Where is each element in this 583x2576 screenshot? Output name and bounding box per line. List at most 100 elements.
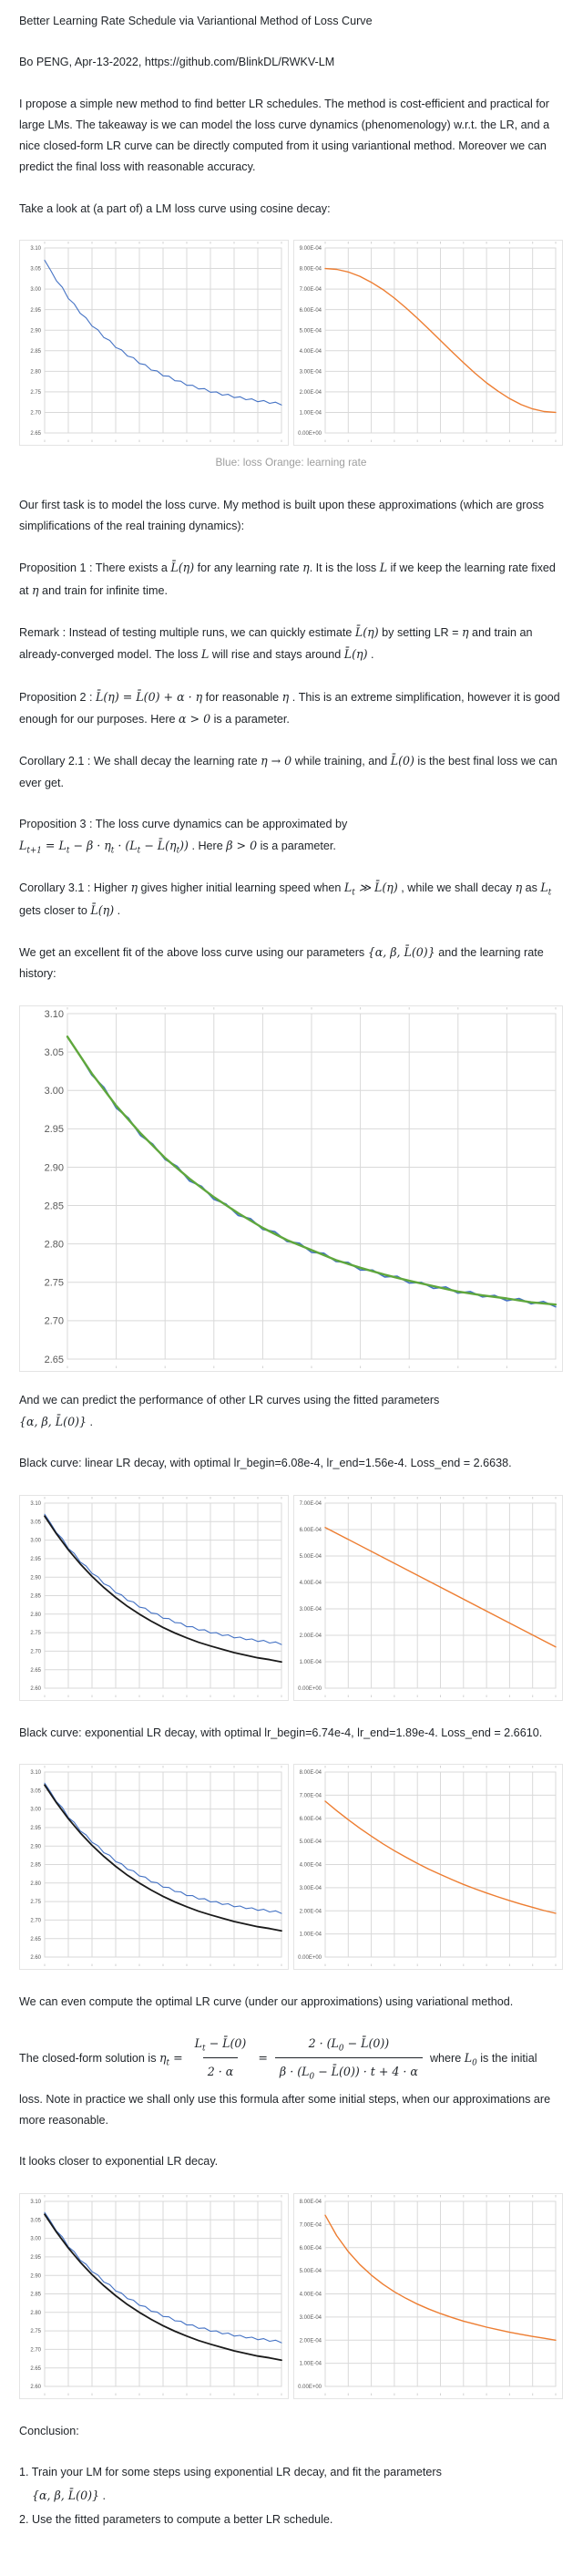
svg-text:2.70: 2.70	[45, 1315, 64, 1326]
chart-pair-cosine: 3.10 3.05 3.00 2.95 2.90 2.85 2.80 2.75 2.70 2.65…	[19, 240, 563, 447]
text-segment: by setting LR =	[378, 626, 462, 640]
math-segment: Lt+1	[19, 839, 42, 856]
svg-text:2.70: 2.70	[30, 1918, 41, 1923]
remark-paragraph: Remark : Instead of testing multiple run…	[19, 622, 563, 666]
math-segment: · (Lt	[114, 839, 141, 856]
lr-chart-cosine: 9.00E-04 8.00E-04 7.00E-04 6.00E-04 5.00E-04…	[294, 241, 562, 445]
svg-text:2.95: 2.95	[45, 1124, 64, 1135]
loss-chart-var-box: 3.10 3.05 3.00 2.95 2.90 2.85 2.80 2.75 2.70 2.65…	[19, 2192, 289, 2399]
first-task-paragraph: Our first task is to model the loss curv…	[19, 498, 545, 533]
math-segment: Lt	[343, 881, 355, 898]
text-segment: and train an already-converged model. Th…	[19, 626, 533, 662]
text-segment: . Here	[188, 840, 227, 853]
text-segment: if we keep the learning rate fixed at	[19, 562, 556, 597]
svg-text:2.80: 2.80	[30, 2311, 41, 2316]
loss-chart-linear: 3.10 3.05 3.00 2.95 2.90 2.85 2.80 2.75 2.70 2.65…	[20, 1496, 288, 1700]
compute-optimal-paragraph: We can even compute the optimal LR curve…	[19, 1994, 514, 2008]
text-segment: Proposition 2 :	[19, 690, 97, 704]
svg-text:3.10: 3.10	[30, 2200, 41, 2205]
svg-text:2.75: 2.75	[30, 1900, 41, 1905]
svg-text:3.00: 3.00	[30, 1538, 41, 1543]
chart-pair-linear: 3.10 3.05 3.00 2.95 2.90 2.85 2.80 2.75 2.70 2.65…	[19, 1494, 563, 1701]
svg-text:2.60: 2.60	[30, 1955, 41, 1961]
math-segment: L̄(η)	[354, 625, 379, 640]
math-segment: − L̄(0)) · t + 4 · α	[314, 2065, 418, 2079]
closed-form-formula: The closed-form solution is ηt = Lt − L̄…	[19, 2033, 563, 2084]
svg-text:0.00E+00: 0.00E+00	[298, 1686, 322, 1692]
text-segment: while training, and	[292, 755, 391, 768]
closed-form-paragraph: The closed-form solution is ηt = Lt − L̄…	[19, 2033, 563, 2131]
math-segment: L̄(η)	[170, 561, 195, 575]
svg-text:2.80: 2.80	[30, 370, 41, 376]
conclusion-item-2: 2. Use the fitted parameters to compute …	[19, 2512, 333, 2526]
svg-text:2.65: 2.65	[30, 431, 41, 437]
math-segment: L	[200, 647, 210, 662]
svg-text:3.05: 3.05	[45, 1047, 64, 1058]
svg-text:4.00E-04: 4.00E-04	[300, 349, 322, 355]
text-segment: for reasonable	[202, 690, 282, 704]
svg-text:2.00E-04: 2.00E-04	[300, 390, 322, 396]
svg-text:5.00E-04: 5.00E-04	[300, 1839, 322, 1845]
svg-text:4.00E-04: 4.00E-04	[300, 2292, 322, 2297]
math-segment: η	[32, 582, 39, 597]
svg-text:2.75: 2.75	[30, 2329, 41, 2334]
math-segment: − L̄(0))	[343, 2036, 390, 2051]
loss-chart-exp-box: 3.10 3.05 3.00 2.95 2.90 2.85 2.80 2.75 2.70 2.65…	[19, 1763, 289, 1970]
math-segment: η	[302, 561, 310, 575]
math-segment: {α, β, L̄(0)}	[367, 945, 435, 960]
loss-fit-big-chart-box: 3.10 3.05 3.00 2.95 2.90 2.85 2.80 2.75 2.70 2.65	[19, 1005, 563, 1372]
text-segment: and the learning rate history:	[19, 946, 544, 981]
lr-chart-exp-box: 8.00E-04 7.00E-04 6.00E-04 5.00E-04 4.00E-04…	[293, 1763, 563, 1970]
svg-text:3.00: 3.00	[30, 2236, 41, 2241]
svg-text:3.10: 3.10	[30, 246, 41, 252]
svg-text:2.95: 2.95	[30, 308, 41, 314]
text-segment: is a parameter.	[210, 712, 290, 726]
loss-chart-exp: 3.10 3.05 3.00 2.95 2.90 2.85 2.80 2.75 2.70 2.65…	[20, 1765, 288, 1969]
svg-text:3.00E-04: 3.00E-04	[300, 1607, 322, 1613]
text-segment: .	[99, 2489, 107, 2503]
closed-form-prefix: The closed-form solution is ηt =	[19, 2047, 183, 2069]
fraction-1-numerator: Lt − L̄(0)	[190, 2033, 251, 2057]
svg-text:1.00E-04: 1.00E-04	[300, 411, 322, 417]
svg-text:7.00E-04: 7.00E-04	[300, 1793, 322, 1798]
math-segment: − L̄(0)	[205, 2036, 247, 2051]
chart-caption: Blue: loss Orange: learning rate	[215, 456, 367, 469]
math-segment: β > 0	[226, 839, 258, 853]
svg-text:2.75: 2.75	[45, 1277, 64, 1288]
math-segment: α > 0	[179, 711, 211, 726]
svg-text:9.00E-04: 9.00E-04	[300, 246, 322, 252]
math-segment: ))	[179, 839, 189, 853]
text-segment: The closed-form solution is	[19, 2051, 159, 2065]
svg-text:2.75: 2.75	[30, 390, 41, 396]
fraction-2-numerator: 2 · (L0 − L̄(0))	[304, 2033, 394, 2057]
text-segment: will rise and stays around	[209, 648, 344, 662]
black-exp-paragraph: Black curve: exponential LR decay, with …	[19, 1726, 543, 1739]
svg-text:3.10: 3.10	[45, 1008, 64, 1019]
looks-closer-paragraph: It looks closer to exponential LR decay.	[19, 2155, 219, 2169]
svg-text:2.85: 2.85	[30, 349, 41, 355]
text-segment: We get an excellent fit of the above los…	[19, 946, 368, 960]
svg-text:3.00E-04: 3.00E-04	[300, 1886, 322, 1891]
text-segment: Proposition 1 : There exists a	[19, 562, 171, 575]
byline: Bo PENG, Apr-13-2022, https://github.com…	[19, 56, 335, 69]
math-segment: =	[169, 2050, 183, 2065]
svg-text:2.00E-04: 2.00E-04	[300, 2338, 322, 2344]
math-segment: ≫ L̄(η)	[354, 881, 398, 895]
text-segment: Corollary 3.1 : Higher	[19, 881, 131, 895]
math-segment: = Lt	[41, 839, 70, 856]
math-segment: η	[281, 689, 290, 704]
math-segment: − β · ηt	[69, 839, 115, 856]
chart-pair-exponential: 3.10 3.05 3.00 2.95 2.90 2.85 2.80 2.75 2.70 2.65…	[19, 1763, 563, 1970]
loss-chart-linear-box: 3.10 3.05 3.00 2.95 2.90 2.85 2.80 2.75 2.70 2.65…	[19, 1494, 289, 1701]
svg-text:4.00E-04: 4.00E-04	[300, 1862, 322, 1868]
svg-text:3.10: 3.10	[30, 1501, 41, 1507]
conclusion-list: 1. Train your LM for some steps using ex…	[19, 2462, 563, 2530]
math-segment: Lt	[540, 881, 552, 898]
svg-text:3.05: 3.05	[30, 1788, 41, 1794]
svg-text:8.00E-04: 8.00E-04	[300, 267, 322, 273]
proposition-3-text: Proposition 3 : The loss curve dynamics …	[19, 817, 348, 830]
text-segment: .	[87, 1415, 94, 1428]
conclusion-item-1-params: {α, β, L̄(0)} .	[32, 2485, 563, 2507]
corollary-2-1: Corollary 2.1 : We shall decay the learn…	[19, 750, 563, 794]
